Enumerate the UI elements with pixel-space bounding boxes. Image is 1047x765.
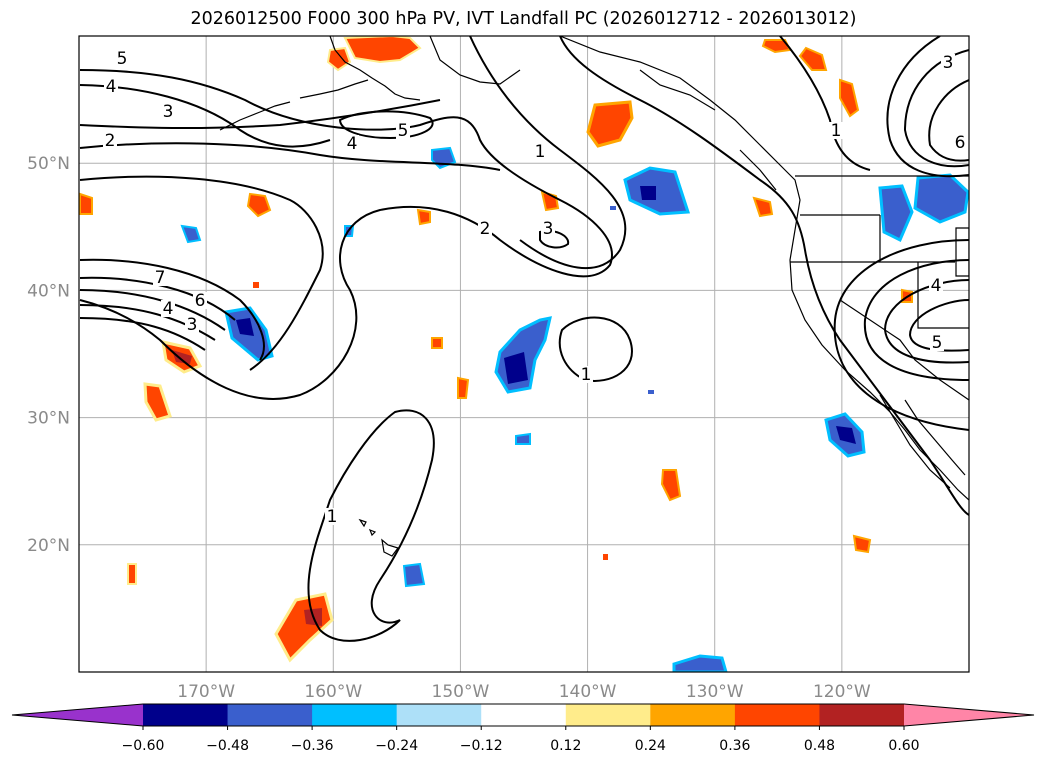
- contour-label-bg-2: [161, 103, 175, 120]
- contour-label-bg-4: [345, 135, 359, 152]
- contour-label-bg-8: [541, 220, 555, 237]
- contour-label-bg-10: [153, 269, 167, 286]
- contour-label-6: 1: [535, 142, 546, 162]
- contour-label-4: 4: [347, 134, 358, 154]
- colorbar-segment-2: [312, 704, 398, 726]
- colorbar-extend-max: [904, 704, 1034, 726]
- colorbar-segment-1: [227, 704, 313, 726]
- colorbar-tick-label-6: 0.24: [635, 738, 666, 754]
- contour-label-bg-15: [325, 508, 339, 525]
- colorbar-tick-label-3: −0.24: [375, 738, 418, 754]
- contour-label-10: 7: [155, 268, 166, 288]
- colorbar-tick-label-0: −0.60: [122, 738, 165, 754]
- lon-label-4: 130°W: [686, 682, 744, 702]
- contour-label-8: 3: [543, 219, 554, 239]
- contour-label-bg-14: [579, 366, 593, 383]
- contour-label-9: 1: [831, 121, 842, 141]
- contour-label-bg-6: [533, 143, 547, 160]
- contour-label-bg-0: [115, 50, 129, 67]
- colorbar-segment-3: [396, 704, 482, 726]
- lon-label-3: 140°W: [559, 682, 617, 702]
- colorbar-tick-label-5: 0.12: [550, 738, 581, 754]
- lat-label-2: 30°N: [27, 409, 70, 429]
- anomaly-shading: [79, 36, 969, 672]
- contour-label-13: 3: [187, 315, 198, 335]
- negative-anomalies: [180, 146, 969, 672]
- lat-label-1: 40°N: [27, 281, 70, 301]
- lon-label-0: 170°W: [177, 682, 235, 702]
- longitude-labels: 170°W 160°W 150°W 140°W 130°W 120°W: [177, 682, 871, 702]
- colorbar-segment-0: [143, 704, 229, 726]
- contour-label-7: 2: [480, 219, 491, 239]
- contour-label-bg-19: [930, 334, 944, 351]
- contour-label-1: 4: [106, 77, 117, 97]
- latitude-labels: 50°N 40°N 30°N 20°N: [27, 154, 70, 556]
- contour-label-17: 6: [955, 133, 966, 153]
- contour-label-bg-18: [929, 277, 943, 294]
- contour-label-bg-11: [193, 292, 207, 309]
- colorbar-tick-label-4: −0.12: [460, 738, 503, 754]
- contour-label-bg-12: [161, 300, 175, 317]
- colorbar-tick-label-8: 0.48: [804, 738, 835, 754]
- lon-label-2: 150°W: [432, 682, 490, 702]
- colorbar: [11, 703, 1035, 727]
- positive-anomalies: [79, 36, 913, 663]
- contour-label-19: 5: [932, 333, 943, 353]
- contour-label-3: 2: [105, 131, 116, 151]
- lat-label-3: 20°N: [27, 536, 70, 556]
- colorbar-tick-label-9: 0.60: [888, 738, 919, 754]
- map-frame: [78, 35, 970, 673]
- colorbar-tick-label-7: 0.36: [719, 738, 750, 754]
- contour-label-0: 5: [117, 49, 128, 69]
- gridlines: [79, 36, 969, 672]
- colorbar-segment-8: [819, 704, 905, 726]
- map-title: 2026012500 F000 300 hPa PV, IVT Landfall…: [190, 9, 857, 29]
- contour-label-bg-1: [104, 78, 118, 95]
- colorbar-segment-4: [481, 704, 567, 726]
- contour-label-11: 6: [195, 291, 206, 311]
- colorbar-tick-label-2: −0.36: [291, 738, 334, 754]
- contour-label-16: 3: [943, 53, 954, 73]
- contour-label-2: 3: [163, 102, 174, 122]
- contour-label-bg-16: [941, 54, 955, 71]
- contour-label-14: 1: [581, 365, 592, 385]
- colorbar-extend-min: [12, 704, 143, 726]
- lon-label-5: 120°W: [813, 682, 871, 702]
- contour-label-5: 5: [398, 121, 409, 141]
- contour-label-bg-7: [478, 220, 492, 237]
- contour-label-15: 1: [327, 507, 338, 527]
- lon-label-1: 160°W: [304, 682, 362, 702]
- contour-label-bg-13: [185, 316, 199, 333]
- lat-label-0: 50°N: [27, 154, 70, 174]
- colorbar-segment-7: [734, 704, 820, 726]
- colorbar-segment-6: [650, 704, 736, 726]
- contour-label-18: 4: [931, 276, 942, 296]
- coastlines: [219, 36, 969, 557]
- contour-label-bg-5: [396, 122, 410, 139]
- colorbar-tick-label-1: −0.48: [206, 738, 249, 754]
- contour-label-bg-17: [953, 134, 967, 151]
- colorbar-tick-labels: −0.60 −0.48 −0.36 −0.24 −0.12 0.12 0.24 0.36 0.4…: [122, 726, 920, 754]
- contour-label-bg-3: [103, 132, 117, 149]
- contour-label-bg-9: [829, 122, 843, 139]
- colorbar-segment-5: [565, 704, 651, 726]
- contour-label-12: 4: [163, 299, 174, 319]
